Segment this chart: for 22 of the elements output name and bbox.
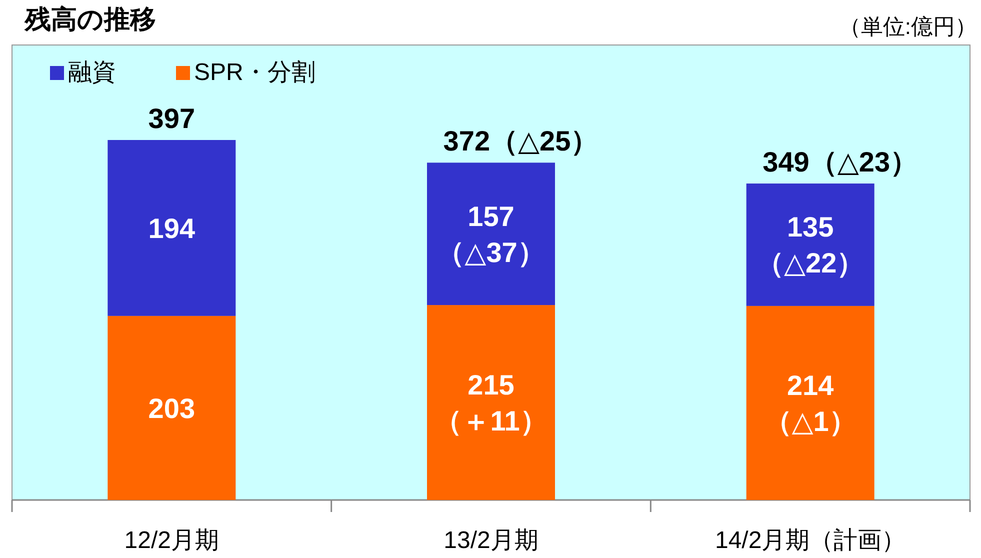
legend-label: SPR・分割 — [194, 59, 316, 86]
bar — [746, 184, 874, 306]
bar — [427, 162, 555, 306]
data-label: 157 （△37） — [436, 200, 546, 268]
total-label: 397 — [148, 103, 196, 134]
bar — [746, 306, 874, 500]
data-label: 215 （＋11） — [434, 370, 548, 437]
total-label: 372（△25） — [443, 126, 599, 157]
x-tick-label: 12/2月期 — [124, 527, 220, 554]
data-label: 194 — [148, 212, 196, 244]
data-label: 214 （△1） — [764, 370, 857, 437]
data-label: 203 — [148, 392, 196, 424]
chart-title: 残高の推移 — [24, 4, 156, 34]
data-label: 135 （△22） — [756, 212, 865, 279]
bar — [108, 316, 236, 500]
text: （単位:億円） — [838, 14, 977, 39]
x-tick-label: 14/2月期（計画） — [714, 527, 906, 554]
x-tick-label: 13/2月期 — [444, 527, 538, 554]
legend-label: 融資 — [68, 59, 116, 86]
bar — [427, 305, 555, 500]
total-label: 349（△23） — [762, 146, 918, 178]
bar — [108, 140, 236, 316]
